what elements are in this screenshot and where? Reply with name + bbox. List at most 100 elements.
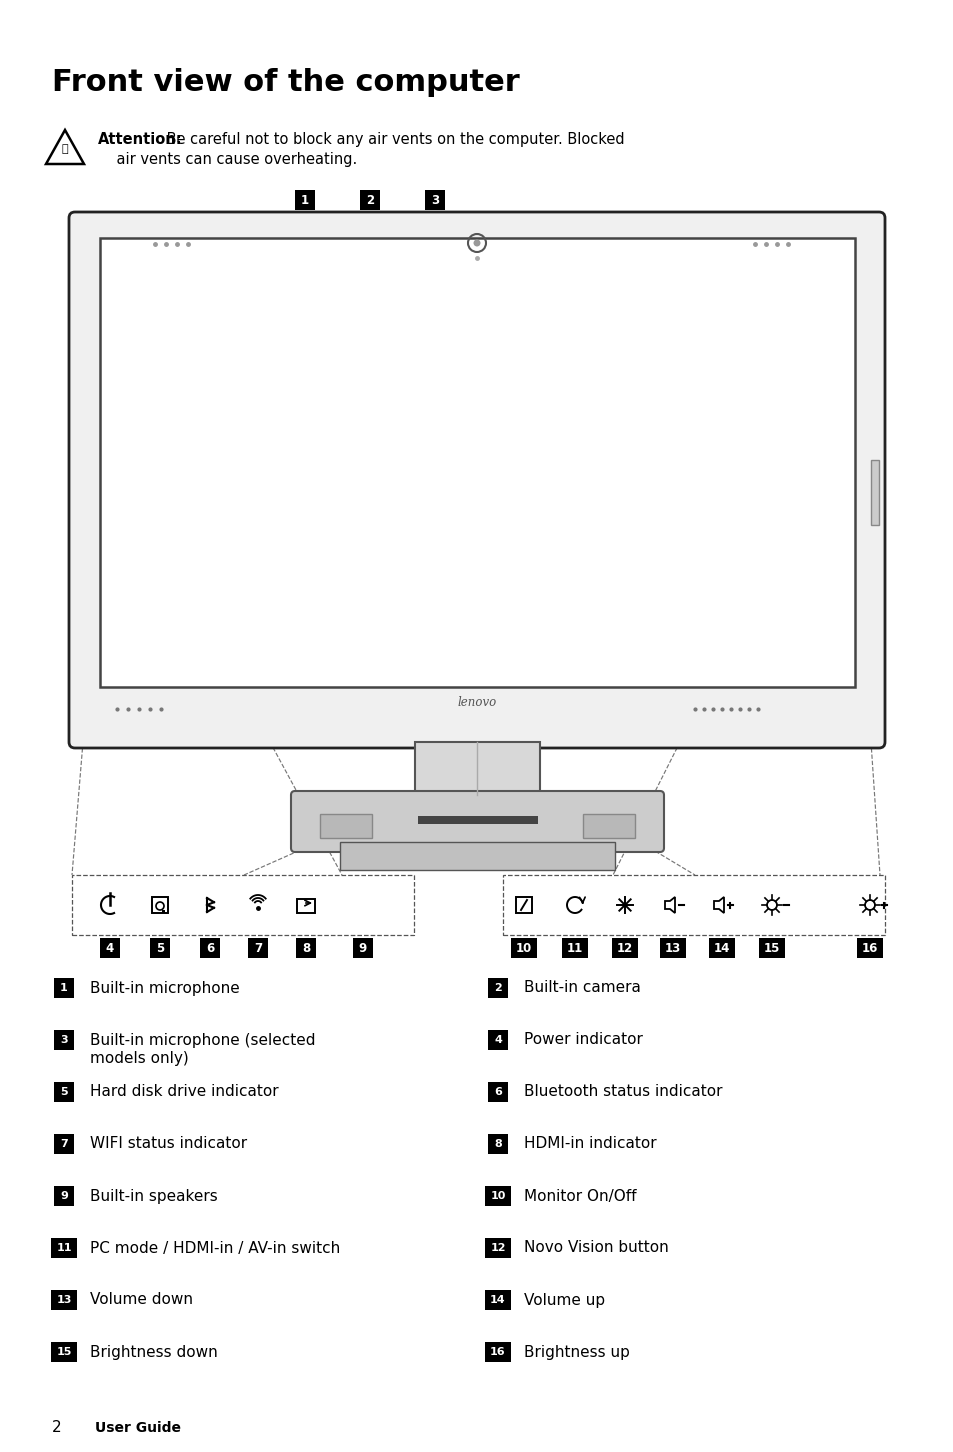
Bar [71,876,414,935]
Text: 14: 14 [490,1295,505,1305]
FancyBboxPatch shape [51,1342,77,1362]
Bar [870,460,878,526]
FancyBboxPatch shape [54,1186,74,1207]
Text: Built-in camera: Built-in camera [523,980,640,996]
Text: 7: 7 [60,1138,68,1149]
Circle shape [473,240,480,247]
FancyBboxPatch shape [295,938,315,958]
FancyBboxPatch shape [759,938,784,958]
Text: 12: 12 [490,1243,505,1253]
FancyBboxPatch shape [484,1289,511,1310]
Bar [415,742,539,796]
FancyBboxPatch shape [248,938,268,958]
Text: 6: 6 [206,941,213,954]
Text: Bluetooth status indicator: Bluetooth status indicator [523,1085,721,1099]
FancyBboxPatch shape [488,1134,507,1154]
FancyBboxPatch shape [484,1186,511,1207]
FancyBboxPatch shape [69,212,884,748]
Text: Hard disk drive indicator: Hard disk drive indicator [90,1085,278,1099]
FancyBboxPatch shape [708,938,734,958]
FancyBboxPatch shape [291,791,663,852]
Text: Power indicator: Power indicator [523,1032,642,1047]
Text: 2: 2 [366,193,374,206]
FancyBboxPatch shape [200,938,220,958]
Text: 2: 2 [52,1420,62,1436]
Text: 5: 5 [60,1088,68,1098]
FancyBboxPatch shape [612,938,638,958]
FancyBboxPatch shape [484,1239,511,1257]
Text: Volume up: Volume up [523,1292,604,1307]
Bar [582,815,635,838]
Text: Attention:: Attention: [98,132,182,147]
Text: Built-in microphone (selected: Built-in microphone (selected [90,1032,315,1047]
Text: 9: 9 [358,941,367,954]
Text: 2: 2 [494,983,501,993]
FancyBboxPatch shape [488,1029,507,1050]
Text: 5: 5 [155,941,164,954]
Text: WIFI status indicator: WIFI status indicator [90,1137,247,1151]
Text: 1: 1 [300,193,309,206]
Text: 13: 13 [664,941,680,954]
Text: air vents can cause overheating.: air vents can cause overheating. [98,152,356,167]
Bar [417,816,537,823]
Text: 16: 16 [490,1347,505,1358]
Text: 8: 8 [301,941,310,954]
Text: 9: 9 [60,1191,68,1201]
Text: Novo Vision button: Novo Vision button [523,1240,668,1256]
Text: Be careful not to block any air vents on the computer. Blocked: Be careful not to block any air vents on… [162,132,624,147]
Bar [319,815,372,838]
Text: Built-in speakers: Built-in speakers [90,1189,217,1204]
FancyBboxPatch shape [54,979,74,998]
Text: 6: 6 [494,1088,501,1098]
Text: Front view of the computer: Front view of the computer [52,68,519,97]
Bar [516,897,532,913]
Text: 7: 7 [253,941,262,954]
Text: Brightness up: Brightness up [523,1345,629,1359]
Bar [296,899,314,913]
Text: 16: 16 [861,941,878,954]
Bar [100,238,854,687]
FancyBboxPatch shape [150,938,170,958]
Text: 15: 15 [763,941,780,954]
Text: 4: 4 [106,941,114,954]
FancyBboxPatch shape [856,938,882,958]
FancyBboxPatch shape [353,938,373,958]
FancyBboxPatch shape [659,938,685,958]
Text: 14: 14 [713,941,729,954]
FancyBboxPatch shape [51,1289,77,1310]
Text: 11: 11 [566,941,582,954]
FancyBboxPatch shape [54,1134,74,1154]
Text: 3: 3 [60,1035,68,1045]
FancyBboxPatch shape [488,1082,507,1102]
Text: lenovo: lenovo [456,696,497,709]
Text: models only): models only) [90,1050,189,1066]
Text: Volume down: Volume down [90,1292,193,1307]
FancyBboxPatch shape [561,938,587,958]
Text: Brightness down: Brightness down [90,1345,217,1359]
FancyBboxPatch shape [54,1029,74,1050]
FancyBboxPatch shape [359,190,379,211]
Text: 3: 3 [431,193,438,206]
FancyBboxPatch shape [484,1342,511,1362]
Bar [502,876,884,935]
FancyBboxPatch shape [294,190,314,211]
Text: PC mode / HDMI-in / AV-in switch: PC mode / HDMI-in / AV-in switch [90,1240,340,1256]
Bar [162,910,165,913]
Bar [339,842,615,870]
Text: 1: 1 [60,983,68,993]
Text: 11: 11 [56,1243,71,1253]
FancyBboxPatch shape [51,1239,77,1257]
Text: 10: 10 [490,1191,505,1201]
Text: 15: 15 [56,1347,71,1358]
FancyBboxPatch shape [488,979,507,998]
FancyBboxPatch shape [100,938,120,958]
Bar [152,897,168,913]
FancyBboxPatch shape [424,190,444,211]
Text: HDMI-in indicator: HDMI-in indicator [523,1137,656,1151]
Text: User Guide: User Guide [95,1422,181,1435]
Text: 13: 13 [56,1295,71,1305]
Text: 12: 12 [617,941,633,954]
Text: ⍨: ⍨ [62,144,69,154]
Text: 8: 8 [494,1138,501,1149]
Text: 4: 4 [494,1035,501,1045]
